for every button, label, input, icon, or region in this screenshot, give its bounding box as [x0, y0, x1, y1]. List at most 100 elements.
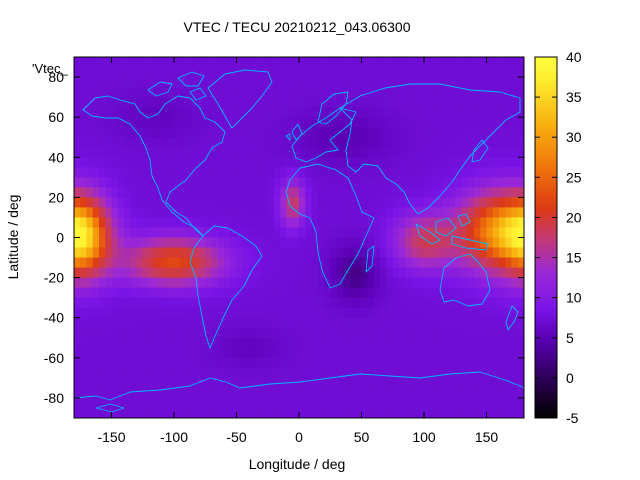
heatmap-cell: [280, 407, 288, 418]
heatmap-cell: [124, 237, 131, 249]
heatmap-cell: [80, 97, 88, 108]
heatmap-cell: [324, 327, 331, 339]
heatmap-cell: [155, 247, 163, 259]
heatmap-cell: [361, 387, 369, 399]
heatmap-cell: [149, 387, 156, 399]
heatmap-cell: [230, 217, 238, 229]
heatmap-cell: [186, 77, 194, 88]
heatmap-cell: [461, 277, 469, 289]
heatmap-cell: [505, 87, 513, 98]
heatmap-cell: [286, 367, 294, 379]
heatmap-cell: [474, 87, 481, 98]
heatmap-cell: [267, 347, 275, 359]
heatmap-cell: [249, 167, 256, 178]
heatmap-cell: [92, 247, 100, 259]
heatmap-cell: [399, 367, 406, 379]
heatmap-cell: [436, 247, 444, 259]
heatmap-cell: [424, 87, 431, 98]
heatmap-cell: [149, 397, 156, 409]
heatmap-cell: [311, 267, 319, 279]
heatmap-cell: [224, 277, 231, 289]
heatmap-cell: [130, 97, 138, 108]
heatmap-cell: [461, 187, 469, 198]
heatmap-cell: [161, 217, 169, 229]
heatmap-cell: [361, 217, 369, 229]
heatmap-cell: [167, 367, 175, 379]
heatmap-cell: [355, 87, 363, 98]
heatmap-cell: [117, 137, 125, 148]
heatmap-cell: [130, 167, 138, 178]
heatmap-cell: [305, 407, 313, 418]
heatmap-cell: [174, 357, 181, 369]
heatmap-cell: [517, 77, 524, 88]
heatmap-cell: [255, 307, 263, 319]
heatmap-cell: [486, 177, 494, 188]
heatmap-cell: [492, 217, 500, 229]
heatmap-cell: [330, 287, 338, 299]
heatmap-cell: [92, 337, 100, 349]
heatmap-cell: [324, 77, 331, 88]
heatmap-cell: [211, 107, 219, 118]
heatmap-cell: [305, 367, 313, 379]
heatmap-cell: [380, 157, 388, 168]
heatmap-cell: [236, 337, 244, 349]
heatmap-cell: [380, 387, 388, 399]
heatmap-cell: [205, 277, 213, 289]
heatmap-cell: [111, 207, 119, 219]
heatmap-cell: [330, 337, 338, 349]
heatmap-cell: [505, 357, 513, 369]
heatmap-cell: [442, 297, 450, 309]
heatmap-cell: [286, 317, 294, 329]
heatmap-cell: [280, 397, 288, 409]
heatmap-cell: [355, 287, 363, 299]
heatmap-cell: [386, 67, 394, 78]
heatmap-cell: [267, 287, 275, 299]
heatmap-cell: [136, 177, 144, 188]
y-axis-label: Latitude / deg: [5, 195, 21, 280]
heatmap-cell: [467, 87, 475, 98]
heatmap-cell: [449, 177, 456, 188]
heatmap-cell: [486, 117, 494, 128]
heatmap-cell: [455, 237, 463, 249]
heatmap-cell: [267, 377, 275, 389]
heatmap-cell: [136, 257, 144, 269]
heatmap-cell: [461, 327, 469, 339]
heatmap-cell: [174, 347, 181, 359]
heatmap-cell: [386, 177, 394, 188]
heatmap-cell: [149, 157, 156, 168]
tick-label: 40: [566, 49, 582, 65]
heatmap-cell: [199, 117, 206, 128]
heatmap-cell: [386, 297, 394, 309]
heatmap-cell: [386, 97, 394, 108]
heatmap-cell: [86, 237, 94, 249]
heatmap-cell: [80, 137, 88, 148]
heatmap-cell: [280, 97, 288, 108]
heatmap-cell: [330, 57, 338, 68]
heatmap-cell: [349, 407, 356, 418]
heatmap-cell: [130, 317, 138, 329]
heatmap-cell: [149, 277, 156, 289]
heatmap-cell: [411, 277, 419, 289]
heatmap-cell: [167, 377, 175, 389]
heatmap-cell: [99, 287, 106, 299]
heatmap-cell: [411, 67, 419, 78]
heatmap-cell: [430, 157, 438, 168]
heatmap-cell: [486, 127, 494, 138]
heatmap-cell: [186, 97, 194, 108]
heatmap-cell: [455, 87, 463, 98]
heatmap-cell: [230, 327, 238, 339]
heatmap-cell: [117, 167, 125, 178]
heatmap-cell: [130, 287, 138, 299]
heatmap-cell: [474, 187, 481, 198]
heatmap-cell: [505, 327, 513, 339]
heatmap-cell: [74, 397, 81, 409]
heatmap-cell: [136, 367, 144, 379]
heatmap-cell: [386, 287, 394, 299]
heatmap-cell: [99, 127, 106, 138]
heatmap-cell: [305, 127, 313, 138]
heatmap-cell: [355, 317, 363, 329]
heatmap-cell: [161, 317, 169, 329]
heatmap-cell: [124, 407, 131, 418]
heatmap-cell: [149, 107, 156, 118]
